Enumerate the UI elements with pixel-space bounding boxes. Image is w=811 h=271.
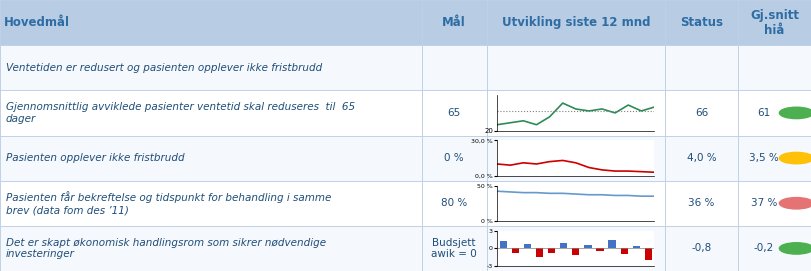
Text: -0,2: -0,2 xyxy=(754,243,774,253)
FancyBboxPatch shape xyxy=(0,136,811,181)
Text: Gj.snitt
hiå: Gj.snitt hiå xyxy=(750,9,799,37)
Bar xyxy=(584,245,591,249)
Text: 3,5 %: 3,5 % xyxy=(749,153,779,163)
Text: Det er skapt økonomisk handlingsrom som sikrer nødvendige
investeringer: Det er skapt økonomisk handlingsrom som … xyxy=(6,238,326,259)
Bar xyxy=(560,243,568,249)
Bar xyxy=(645,249,652,260)
Text: 61: 61 xyxy=(757,108,770,118)
Text: 0 %: 0 % xyxy=(444,153,464,163)
Text: -0,8: -0,8 xyxy=(692,243,711,253)
Bar xyxy=(633,246,640,249)
Bar xyxy=(573,249,579,256)
Text: Mål: Mål xyxy=(442,16,466,29)
Text: Budsjett
awik = 0: Budsjett awik = 0 xyxy=(431,238,477,259)
Text: 65: 65 xyxy=(448,108,461,118)
FancyBboxPatch shape xyxy=(0,226,811,271)
Bar xyxy=(608,240,616,249)
Circle shape xyxy=(779,198,811,209)
Text: 80 %: 80 % xyxy=(441,198,467,208)
Text: 37 %: 37 % xyxy=(751,198,777,208)
Bar xyxy=(596,249,603,251)
Text: 36 %: 36 % xyxy=(689,198,714,208)
Text: 66: 66 xyxy=(695,108,708,118)
FancyBboxPatch shape xyxy=(0,45,811,90)
Text: Utvikling siste 12 mnd: Utvikling siste 12 mnd xyxy=(501,16,650,29)
Bar xyxy=(524,244,531,249)
FancyBboxPatch shape xyxy=(0,181,811,226)
Text: Gjennomsnittlig avviklede pasienter ventetid skal reduseres  til  65
dager: Gjennomsnittlig avviklede pasienter vent… xyxy=(6,102,354,124)
Circle shape xyxy=(779,243,811,254)
Text: Hovedmål: Hovedmål xyxy=(4,16,70,29)
Circle shape xyxy=(779,152,811,164)
Text: 4,0 %: 4,0 % xyxy=(687,153,716,163)
Bar xyxy=(536,249,543,257)
Bar xyxy=(512,249,519,253)
Circle shape xyxy=(779,107,811,119)
Bar xyxy=(548,249,556,253)
Bar xyxy=(620,249,628,254)
Bar xyxy=(500,241,507,249)
Text: Ventetiden er redusert og pasienten opplever ikke fristbrudd: Ventetiden er redusert og pasienten oppl… xyxy=(6,63,322,73)
FancyBboxPatch shape xyxy=(0,90,811,136)
Text: Status: Status xyxy=(680,16,723,29)
Text: Pasienten opplever ikke fristbrudd: Pasienten opplever ikke fristbrudd xyxy=(6,153,184,163)
FancyBboxPatch shape xyxy=(0,0,811,45)
Text: Pasienten får bekreftelse og tidspunkt for behandling i samme
brev (data fom des: Pasienten får bekreftelse og tidspunkt f… xyxy=(6,192,331,215)
